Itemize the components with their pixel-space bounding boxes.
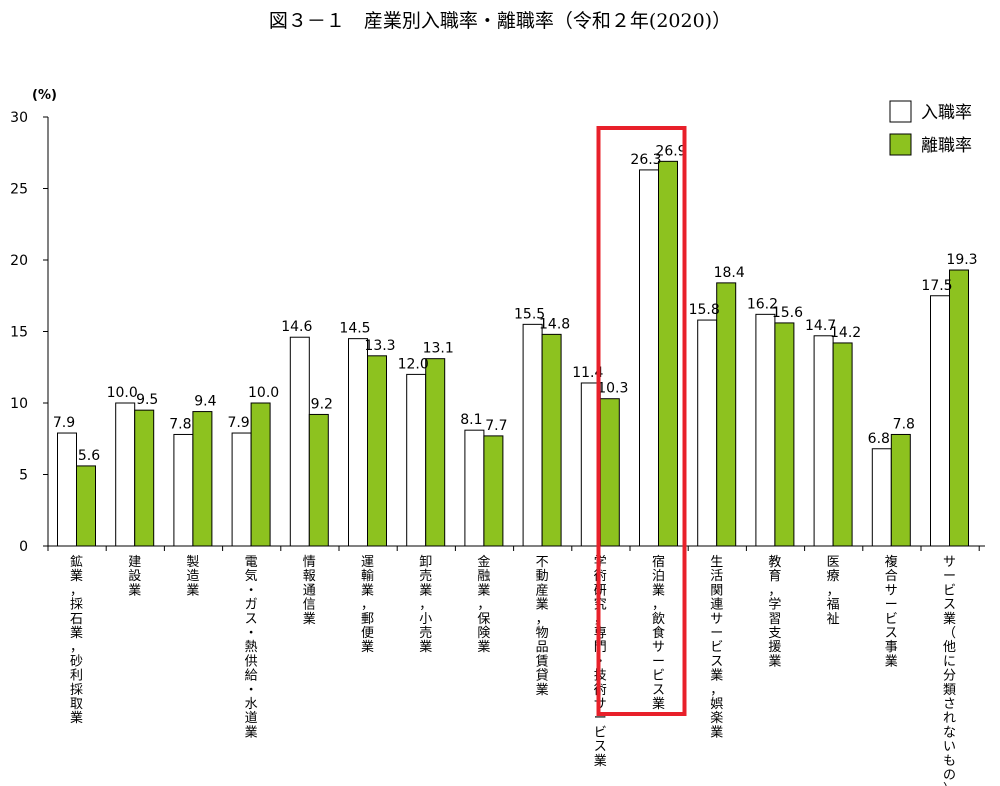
x-tick-label: 医療，福祉 [827, 555, 840, 627]
y-tick-label: 15 [10, 325, 28, 341]
y-tick-label: 5 [19, 468, 28, 484]
bar-separation-rate [308, 413, 329, 547]
bar-entry-rate [464, 429, 485, 547]
bar-entry-rate [813, 335, 834, 547]
x-tick-label: 情報通信業 [303, 555, 316, 627]
y-tick-label: 30 [10, 110, 28, 126]
data-label: 7.8 [893, 416, 915, 432]
data-label: 14.2 [830, 325, 861, 341]
data-label: 13.1 [423, 341, 454, 357]
x-tick-label: 建設業 [128, 555, 141, 598]
bar-separation-rate [890, 433, 911, 547]
x-tick-label: 教育，学習支援業 [768, 554, 781, 669]
data-label: 9.2 [311, 396, 333, 412]
data-label: 7.8 [169, 416, 191, 432]
bar-separation-rate [425, 358, 446, 547]
data-label: 14.6 [281, 319, 312, 335]
data-label: 9.4 [194, 394, 216, 410]
bar-entry-rate [406, 373, 427, 547]
x-tick-label: 金融業，保険業 [477, 554, 490, 655]
x-tick-label: 電気・ガス・熱供給・水道業 [245, 555, 258, 740]
data-label: 26.9 [655, 143, 686, 159]
data-label: 16.2 [747, 296, 778, 312]
x-tick-label: 複合サービス事業 [885, 554, 898, 669]
x-tick-label: 宿泊業，飲食サービス業 [652, 554, 665, 712]
x-tick-label: 卸売業，小売業 [419, 554, 432, 655]
bar-entry-rate [522, 323, 543, 547]
legend-label: 入職率 [921, 103, 972, 123]
data-label: 14.8 [539, 316, 570, 332]
bar-entry-rate [348, 338, 368, 547]
bar-entry-rate [231, 432, 252, 547]
x-tick-label: 不動産業，物品賃貸業 [536, 555, 549, 698]
bar-entry-rate [930, 295, 950, 547]
data-label: 15.6 [772, 305, 803, 321]
data-label: 17.5 [921, 278, 952, 294]
data-label: 8.1 [460, 412, 482, 428]
bar-separation-rate [250, 402, 271, 547]
data-label: 7.7 [485, 418, 507, 434]
bar-separation-rate [716, 282, 737, 547]
x-tick-label: 鉱業，採石業，砂利採取業 [70, 554, 83, 726]
data-label: 14.7 [805, 318, 836, 334]
data-label: 15.5 [514, 306, 545, 322]
legend-swatch-separation [889, 133, 912, 156]
data-label: 15.8 [689, 302, 720, 318]
y-tick-label: 0 [19, 539, 28, 555]
bar-entry-rate [289, 336, 310, 547]
bar-separation-rate [541, 333, 562, 547]
data-label: 10.0 [248, 385, 279, 401]
x-tick-label: サービス業（他に分類されないもの） [943, 555, 956, 786]
legend-label: 離職率 [921, 136, 972, 156]
data-label: 10.3 [597, 381, 628, 397]
y-tick-label: 25 [10, 182, 28, 198]
x-tick-label: 生活関連サービス業，娯楽業 [710, 555, 723, 740]
highlight-box [596, 126, 687, 716]
data-label: 14.5 [339, 321, 370, 337]
x-tick-label: 運輸業，郵便業 [361, 555, 374, 655]
bar-entry-rate [173, 433, 194, 547]
data-label: 26.3 [630, 152, 661, 168]
y-tick-label: 20 [10, 253, 28, 269]
chart-title: 図３－１ 産業別入職率・離職率（令和２年(2020)） [268, 10, 732, 32]
data-label: 5.6 [78, 448, 100, 464]
bar-separation-rate [76, 465, 96, 547]
data-label: 9.5 [136, 392, 158, 408]
y-tick-label: 10 [10, 396, 28, 412]
bar-separation-rate [774, 322, 795, 547]
bar-separation-rate [367, 355, 387, 547]
data-label: 13.3 [364, 338, 395, 354]
bar-entry-rate [115, 402, 136, 547]
bar-separation-rate [949, 269, 969, 547]
x-tick-label: 製造業 [186, 555, 199, 598]
data-label: 7.9 [227, 415, 249, 431]
bar-entry-rate [755, 313, 776, 547]
bar-separation-rate [483, 435, 504, 547]
bar-separation-rate [134, 409, 155, 547]
bar-entry-rate [57, 432, 77, 547]
bar-separation-rate [599, 398, 620, 547]
data-label: 18.4 [714, 265, 745, 281]
data-label: 6.8 [868, 431, 890, 447]
bar-separation-rate [832, 342, 853, 547]
data-label: 7.9 [53, 415, 75, 431]
bar-separation-rate [192, 411, 213, 547]
y-axis-label: (%) [32, 88, 57, 103]
bar-entry-rate [697, 319, 718, 547]
data-label: 11.4 [572, 365, 603, 381]
data-label: 10.0 [107, 385, 138, 401]
legend-swatch-entry [889, 100, 912, 123]
data-label: 19.3 [946, 252, 977, 268]
bar-entry-rate [639, 169, 659, 547]
bar-separation-rate [658, 160, 678, 547]
bar-entry-rate [871, 448, 892, 547]
data-label: 12.0 [398, 356, 429, 372]
